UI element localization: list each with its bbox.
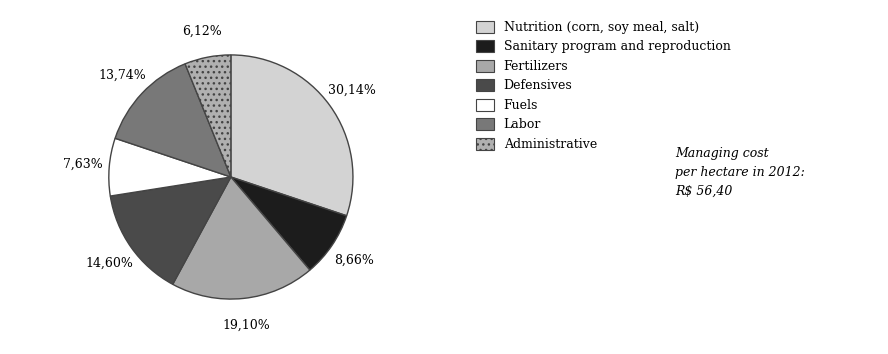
Legend: Nutrition (corn, soy meal, salt), Sanitary program and reproduction, Fertilizers: Nutrition (corn, soy meal, salt), Sanita… bbox=[472, 17, 734, 155]
Text: 13,74%: 13,74% bbox=[99, 68, 147, 81]
Wedge shape bbox=[172, 177, 310, 299]
Text: Managing cost
per hectare in 2012:
R$ 56,40: Managing cost per hectare in 2012: R$ 56… bbox=[675, 147, 805, 198]
Text: 7,63%: 7,63% bbox=[62, 158, 102, 171]
Text: 30,14%: 30,14% bbox=[328, 84, 376, 97]
Text: 19,10%: 19,10% bbox=[222, 319, 270, 332]
Wedge shape bbox=[110, 177, 231, 284]
Text: 14,60%: 14,60% bbox=[85, 256, 133, 269]
Text: 6,12%: 6,12% bbox=[183, 24, 222, 37]
Wedge shape bbox=[109, 138, 231, 196]
Wedge shape bbox=[231, 177, 346, 270]
Text: 8,66%: 8,66% bbox=[334, 254, 374, 267]
Wedge shape bbox=[185, 55, 231, 177]
Wedge shape bbox=[231, 55, 353, 216]
Wedge shape bbox=[115, 64, 231, 177]
